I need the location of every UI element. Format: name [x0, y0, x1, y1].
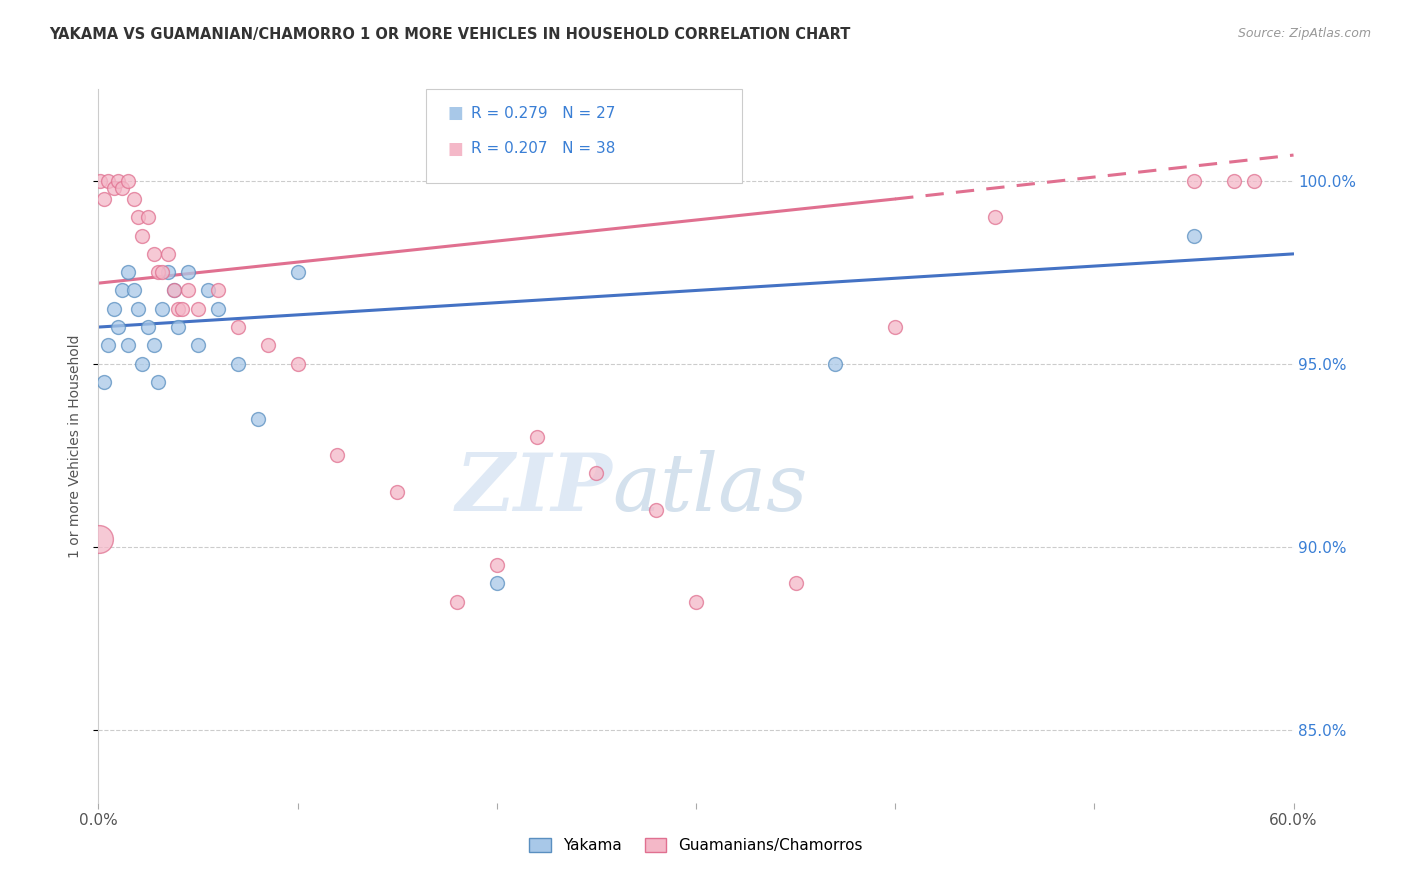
Text: R = 0.279   N = 27: R = 0.279 N = 27 — [471, 106, 616, 120]
Point — [287, 357, 309, 371]
Point — [226, 320, 249, 334]
Point — [89, 174, 111, 188]
Point — [177, 284, 200, 298]
Point — [124, 192, 146, 206]
Point — [131, 228, 153, 243]
Point — [785, 576, 807, 591]
Point — [824, 357, 846, 371]
Point — [157, 265, 180, 279]
Point — [585, 467, 607, 481]
Point — [111, 181, 134, 195]
Point — [256, 338, 278, 352]
Legend: Yakama, Guamanians/Chamorros: Yakama, Guamanians/Chamorros — [523, 831, 869, 859]
Point — [685, 594, 707, 608]
Text: ■: ■ — [447, 140, 463, 158]
Point — [136, 211, 159, 225]
Point — [117, 174, 139, 188]
Point — [163, 284, 186, 298]
Point — [103, 181, 125, 195]
Y-axis label: 1 or more Vehicles in Household: 1 or more Vehicles in Household — [69, 334, 83, 558]
Point — [97, 338, 120, 352]
Point — [157, 247, 180, 261]
Point — [167, 320, 190, 334]
Point — [107, 174, 129, 188]
Point — [143, 247, 166, 261]
Text: ZIP: ZIP — [456, 450, 613, 527]
Point — [124, 284, 146, 298]
Point — [884, 320, 907, 334]
Point — [89, 533, 111, 547]
Point — [172, 301, 194, 316]
Point — [148, 265, 170, 279]
Point — [97, 174, 120, 188]
Text: Source: ZipAtlas.com: Source: ZipAtlas.com — [1237, 27, 1371, 40]
Point — [107, 320, 129, 334]
Point — [485, 558, 508, 572]
Point — [226, 357, 249, 371]
Point — [93, 375, 115, 389]
Point — [207, 301, 229, 316]
Point — [143, 338, 166, 352]
Point — [485, 576, 508, 591]
Point — [1243, 174, 1265, 188]
Point — [117, 265, 139, 279]
Point — [326, 448, 349, 462]
Point — [103, 301, 125, 316]
Text: ■: ■ — [447, 104, 463, 122]
Point — [246, 411, 269, 425]
Point — [167, 301, 190, 316]
Point — [148, 375, 170, 389]
Point — [127, 301, 149, 316]
Point — [163, 284, 186, 298]
Point — [1182, 174, 1205, 188]
Point — [93, 192, 115, 206]
Point — [150, 301, 173, 316]
Text: YAKAMA VS GUAMANIAN/CHAMORRO 1 OR MORE VEHICLES IN HOUSEHOLD CORRELATION CHART: YAKAMA VS GUAMANIAN/CHAMORRO 1 OR MORE V… — [49, 27, 851, 42]
Point — [385, 484, 409, 499]
Point — [117, 338, 139, 352]
Point — [127, 211, 149, 225]
Point — [207, 284, 229, 298]
Text: atlas: atlas — [613, 450, 807, 527]
Point — [197, 284, 219, 298]
Point — [131, 357, 153, 371]
Text: R = 0.207   N = 38: R = 0.207 N = 38 — [471, 142, 616, 156]
Point — [287, 265, 309, 279]
Point — [645, 503, 668, 517]
Point — [446, 594, 468, 608]
Point — [984, 211, 1007, 225]
Point — [187, 338, 209, 352]
Point — [111, 284, 134, 298]
Point — [526, 430, 548, 444]
Point — [1182, 228, 1205, 243]
Point — [1223, 174, 1246, 188]
Point — [177, 265, 200, 279]
Point — [150, 265, 173, 279]
Point — [187, 301, 209, 316]
Point — [136, 320, 159, 334]
